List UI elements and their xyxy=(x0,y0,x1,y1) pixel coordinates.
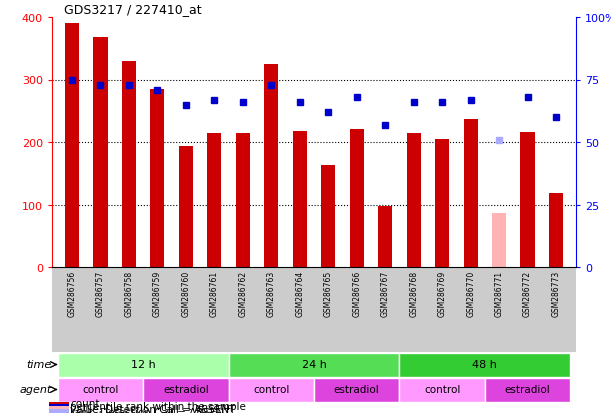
Text: GSM286762: GSM286762 xyxy=(238,270,247,316)
Bar xyxy=(143,377,229,401)
Text: GSM286770: GSM286770 xyxy=(466,270,475,316)
Text: GSM286773: GSM286773 xyxy=(552,270,560,316)
Text: GSM286769: GSM286769 xyxy=(437,270,447,316)
Bar xyxy=(400,353,570,377)
Text: rank, Detection Call = ABSENT: rank, Detection Call = ABSENT xyxy=(70,407,230,413)
Text: GSM286771: GSM286771 xyxy=(495,270,503,316)
Text: estradiol: estradiol xyxy=(163,385,209,394)
Bar xyxy=(49,409,70,413)
Text: GSM286767: GSM286767 xyxy=(381,270,390,316)
Bar xyxy=(464,120,478,267)
Bar xyxy=(93,38,108,267)
Bar xyxy=(49,406,70,411)
Text: control: control xyxy=(253,385,290,394)
Text: 24 h: 24 h xyxy=(302,360,326,370)
Text: GSM286759: GSM286759 xyxy=(153,270,162,316)
Text: GDS3217 / 227410_at: GDS3217 / 227410_at xyxy=(64,3,202,16)
Bar xyxy=(314,377,400,401)
Bar xyxy=(521,133,535,267)
Text: value, Detection Call = ABSENT: value, Detection Call = ABSENT xyxy=(70,404,236,413)
Text: GSM286772: GSM286772 xyxy=(523,270,532,316)
Bar xyxy=(229,377,314,401)
Bar xyxy=(65,24,79,267)
Bar xyxy=(264,65,279,267)
Text: estradiol: estradiol xyxy=(505,385,551,394)
Bar xyxy=(485,377,570,401)
Text: control: control xyxy=(82,385,119,394)
Text: GSM286761: GSM286761 xyxy=(210,270,219,316)
Text: GSM286765: GSM286765 xyxy=(324,270,333,316)
Bar xyxy=(435,140,449,267)
Text: 48 h: 48 h xyxy=(472,360,497,370)
Bar xyxy=(49,404,70,408)
Bar xyxy=(236,133,250,267)
Bar xyxy=(321,166,335,267)
Bar xyxy=(549,193,563,267)
Bar xyxy=(349,130,364,267)
Text: agent: agent xyxy=(19,385,51,394)
Bar xyxy=(400,377,485,401)
Bar xyxy=(492,213,507,267)
Text: 12 h: 12 h xyxy=(131,360,156,370)
Text: GSM286764: GSM286764 xyxy=(295,270,304,316)
Text: estradiol: estradiol xyxy=(334,385,379,394)
Bar xyxy=(406,133,421,267)
Bar xyxy=(179,147,193,267)
Bar xyxy=(122,62,136,267)
Text: GSM286756: GSM286756 xyxy=(67,270,76,316)
Bar xyxy=(49,401,70,406)
Bar xyxy=(207,133,221,267)
Text: GSM286763: GSM286763 xyxy=(267,270,276,316)
Bar xyxy=(57,353,229,377)
Text: time: time xyxy=(26,360,51,370)
Text: count: count xyxy=(70,399,100,408)
Text: GSM286766: GSM286766 xyxy=(352,270,361,316)
Text: control: control xyxy=(424,385,460,394)
Bar xyxy=(229,353,400,377)
Text: percentile rank within the sample: percentile rank within the sample xyxy=(70,401,246,411)
Text: GSM286757: GSM286757 xyxy=(96,270,105,316)
Text: GSM286760: GSM286760 xyxy=(181,270,191,316)
Text: GSM286758: GSM286758 xyxy=(125,270,133,316)
Bar xyxy=(378,207,392,267)
Bar xyxy=(57,377,143,401)
Text: GSM286768: GSM286768 xyxy=(409,270,418,316)
Bar xyxy=(150,90,164,267)
Bar xyxy=(293,131,307,267)
